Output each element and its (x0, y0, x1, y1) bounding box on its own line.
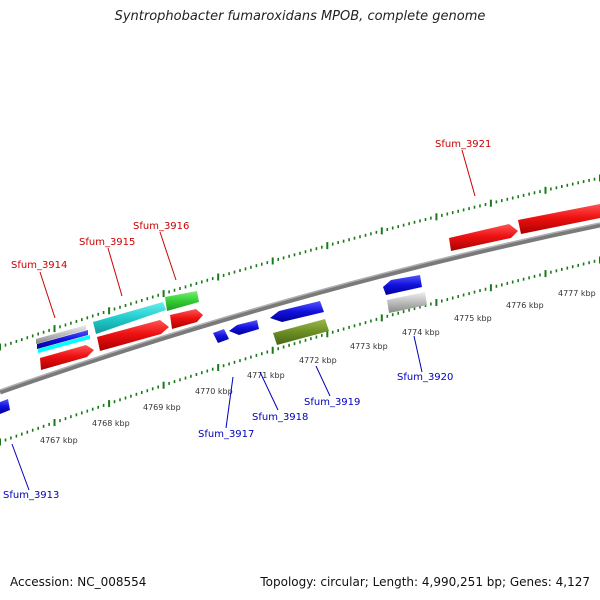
label-leaders (11, 149, 476, 491)
scale-label: 4773 kbp (350, 342, 388, 351)
gene-label-sfum-3915[interactable]: Sfum_3915 (79, 237, 135, 248)
topology-text: Topology: circular; Length: 4,990,251 bp… (260, 575, 590, 589)
gene-feature-sfum-3920-blue[interactable] (383, 275, 422, 295)
scale-label: 4772 kbp (299, 356, 337, 365)
gene-feature-sfum-3918[interactable] (229, 320, 259, 335)
scale-label: 4774 kbp (402, 328, 440, 337)
gene-feature-sfum-3914-cyan[interactable] (38, 335, 90, 353)
scale-label: 4771 kbp (247, 371, 285, 380)
scale-label: 4775 kbp (454, 314, 492, 323)
gene-feature-sfum-3921-b[interactable] (518, 204, 600, 234)
scale-label: 4769 kbp (143, 403, 181, 412)
gene-label-sfum-3920[interactable]: Sfum_3920 (397, 372, 453, 383)
scale-label: 4767 kbp (40, 436, 78, 445)
scale-label: 4770 kbp (195, 387, 233, 396)
forward-tick-track (0, 174, 600, 351)
forward-features (36, 204, 600, 370)
accession-text: Accession: NC_008554 (10, 575, 147, 589)
gene-label-sfum-3914[interactable]: Sfum_3914 (11, 260, 67, 271)
scale-label: 4777 kbp (558, 289, 596, 298)
gene-labels: Sfum_3914 Sfum_3915 Sfum_3916 Sfum_3921 … (3, 139, 491, 501)
gene-feature-sfum-3916-green[interactable] (165, 291, 199, 311)
genome-backbone (0, 222, 600, 395)
scale-labels: 4767 kbp 4768 kbp 4769 kbp 4770 kbp 4771… (40, 289, 596, 445)
map-title: Syntrophobacter fumaroxidans MPOB, compl… (114, 9, 486, 24)
gene-feature-sfum-3914-red[interactable] (40, 345, 94, 370)
gene-feature-sfum-3920-grey[interactable] (387, 292, 427, 313)
reverse-features (0, 275, 427, 414)
scale-label: 4776 kbp (506, 301, 544, 310)
gene-label-sfum-3921[interactable]: Sfum_3921 (435, 139, 491, 150)
gene-feature-sfum-3915-red[interactable] (97, 320, 169, 351)
gene-feature-sfum-3921-a[interactable] (449, 224, 518, 251)
gene-feature-sfum-3914-grey[interactable] (36, 325, 86, 344)
gene-label-sfum-3918[interactable]: Sfum_3918 (252, 412, 308, 423)
gene-label-sfum-3916[interactable]: Sfum_3916 (133, 221, 189, 232)
gene-label-sfum-3917[interactable]: Sfum_3917 (198, 429, 254, 440)
gene-feature-sfum-3916-red[interactable] (170, 309, 203, 329)
gene-label-sfum-3913[interactable]: Sfum_3913 (3, 490, 59, 501)
gene-feature-sfum-3917[interactable] (213, 329, 229, 343)
scale-label: 4768 kbp (92, 419, 130, 428)
gene-feature-sfum-3913[interactable] (0, 399, 10, 414)
gene-label-sfum-3919[interactable]: Sfum_3919 (304, 397, 360, 408)
reverse-tick-track (0, 256, 600, 446)
gene-feature-sfum-3919-olive[interactable] (273, 319, 329, 345)
gene-feature-sfum-3919-blue[interactable] (270, 301, 324, 322)
gene-feature-sfum-3915-cyan[interactable] (93, 302, 166, 334)
gene-feature-sfum-3914-blue[interactable] (37, 330, 88, 349)
